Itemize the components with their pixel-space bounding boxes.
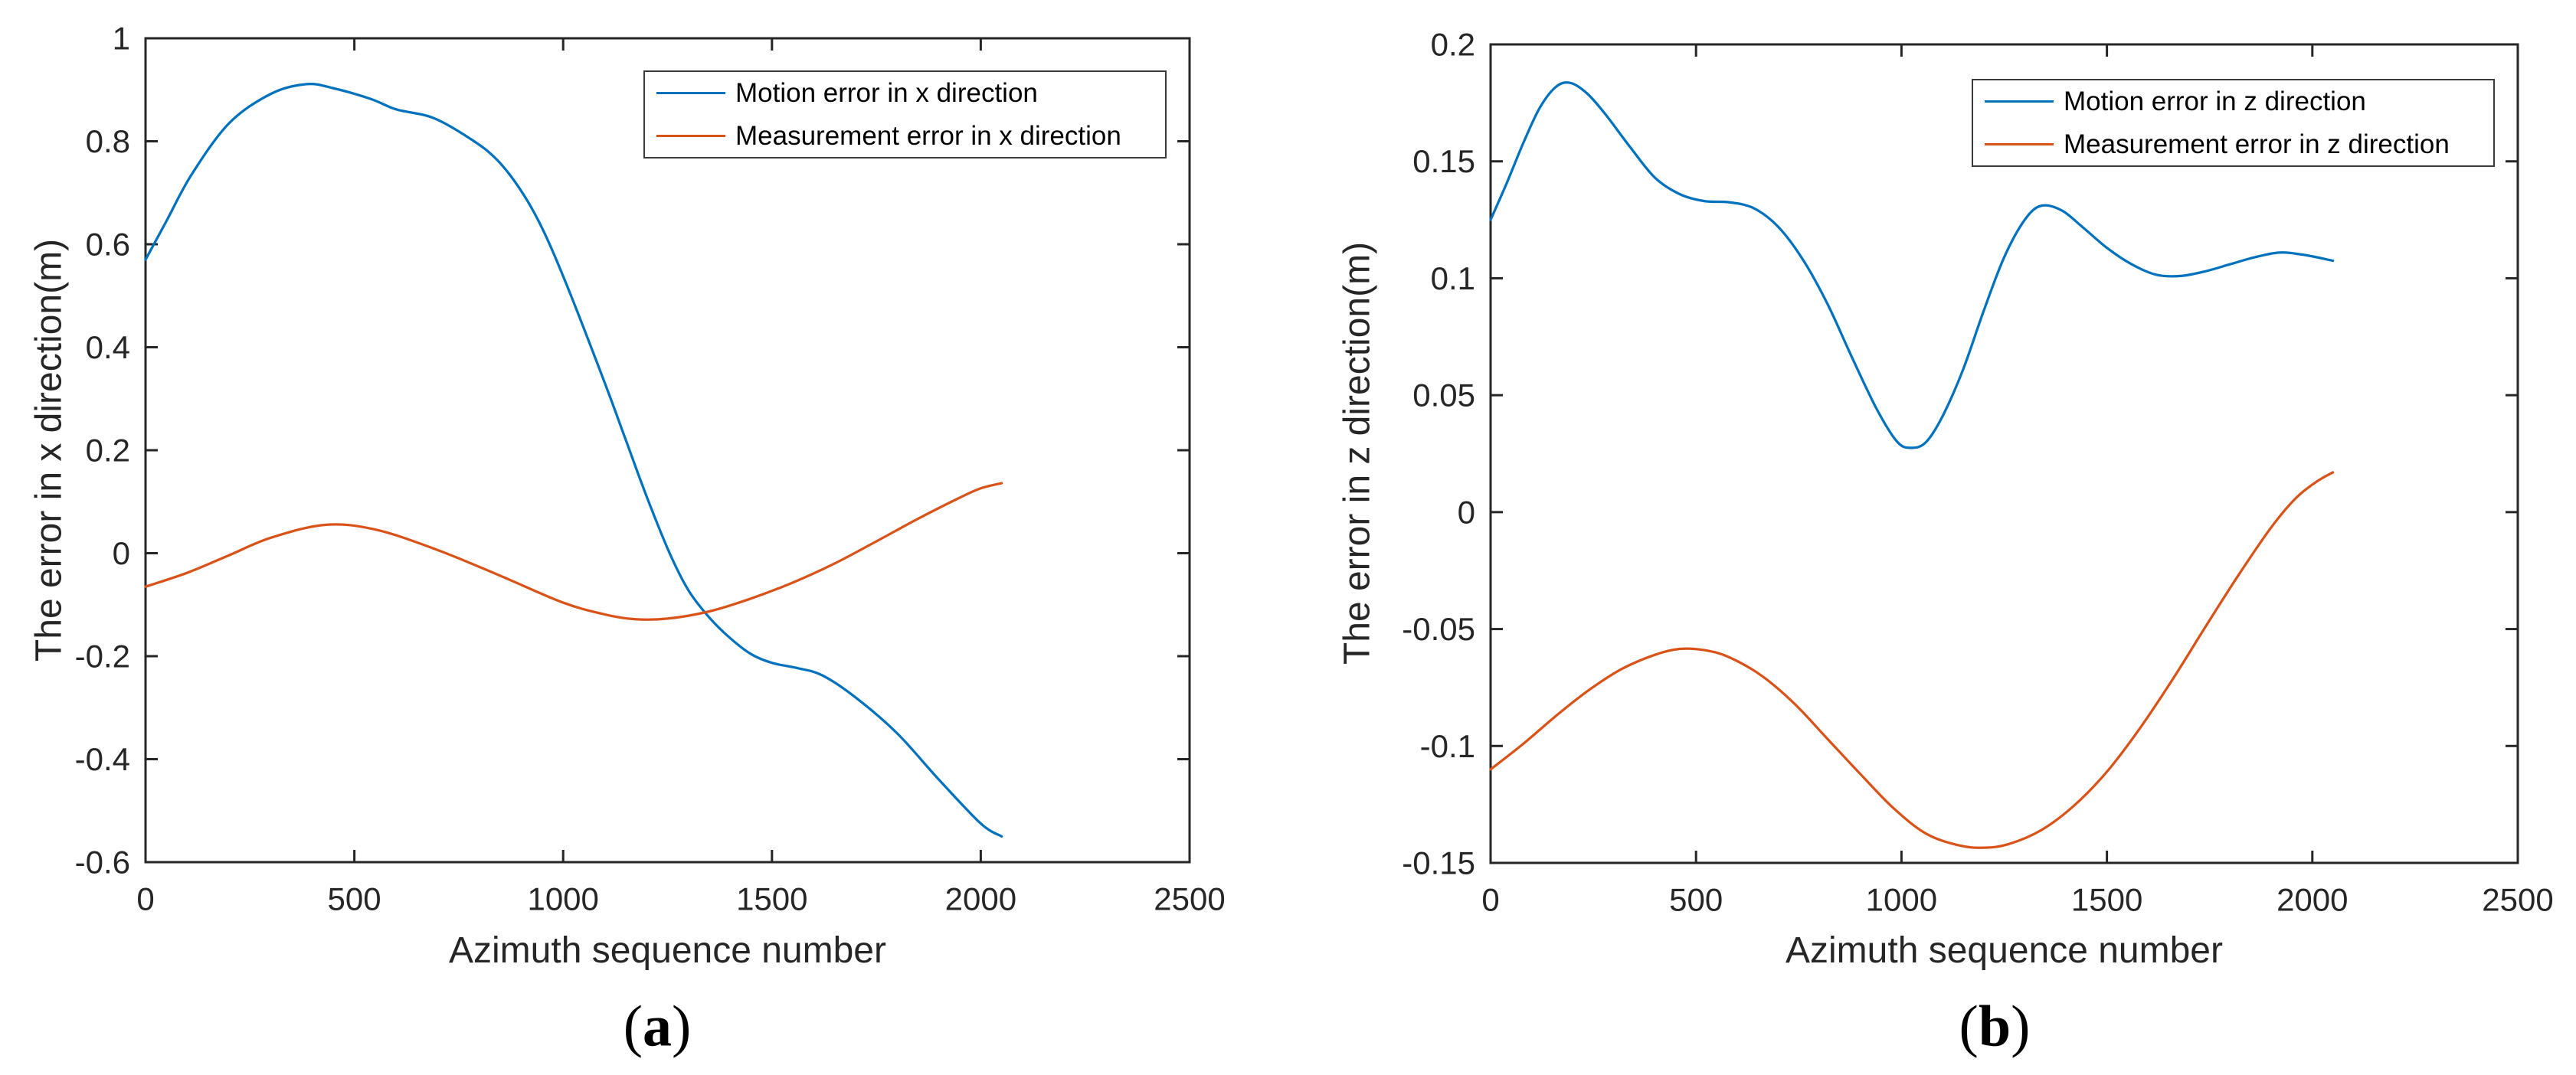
y-tick-label: -0.1: [1420, 728, 1475, 764]
subplot-label-a-letter: a: [643, 994, 672, 1059]
y-axis-label-b: The error in z direction(m): [1337, 241, 1378, 665]
y-tick-label: 0: [113, 535, 130, 571]
legend-label: Motion error in x direction: [735, 77, 1038, 108]
y-tick-label: 0.8: [86, 123, 130, 159]
plot-box-b: [1489, 43, 2519, 864]
legend-entry-measurement-x: Measurement error in x direction: [656, 121, 1165, 152]
x-tick-label: 1500: [736, 881, 807, 917]
y-axis-label-a: The error in x direction(m): [28, 238, 70, 662]
y-tick-label: 1: [113, 21, 130, 57]
x-tick-label: 500: [328, 881, 381, 917]
series-line-motion-b: [1489, 81, 2335, 449]
x-tick-label: 1000: [527, 881, 598, 917]
x-axis-label-b: Azimuth sequence number: [1786, 930, 2223, 971]
legend-line-sample-icon: [1985, 100, 2054, 103]
subplot-label-b-open: (: [1959, 994, 1979, 1059]
legend-line-sample-icon: [656, 135, 725, 137]
y-tick-label: 0: [1458, 494, 1475, 530]
legend-label: Measurement error in x direction: [735, 120, 1121, 151]
plot-panel-a: 0 500 1000 1500 2000 2500 -0.6 -0.4 -0.2 0 0.2 0.4 0…: [75, 21, 1226, 917]
legend-entry-motion-z: Motion error in z direction: [1985, 87, 2493, 117]
legend-line-sample-icon: [656, 92, 725, 94]
subplot-label-a-close: ): [672, 994, 692, 1059]
x-tick-label: 2000: [2277, 882, 2348, 918]
x-tick-label: 0: [1481, 882, 1499, 918]
series-line-measurement-b: [1489, 471, 2335, 849]
x-axis-label-a: Azimuth sequence number: [449, 930, 886, 971]
x-tick-label: 2500: [1154, 881, 1225, 917]
series-line-motion-a: [144, 82, 1003, 838]
x-tick-label: 500: [1669, 882, 1723, 918]
plot-box-a: [144, 37, 1191, 864]
y-tick-label: -0.6: [75, 845, 130, 881]
x-tick-label: 1500: [2071, 882, 2142, 918]
y-tick-label: -0.4: [75, 741, 130, 777]
x-tick-label: 1000: [1866, 882, 1937, 918]
y-tick-label: 0.1: [1431, 260, 1475, 296]
y-tick-label: 0.2: [86, 433, 130, 469]
plot-panel-b: 0 500 1000 1500 2000 2500 -0.15 -0.1 -0.05 0 0.05 0…: [1402, 27, 2553, 918]
legend-entry-measurement-z: Measurement error in z direction: [1985, 129, 2493, 160]
legend-label: Motion error in z direction: [2064, 86, 2366, 116]
y-tick-label: 0.15: [1412, 143, 1475, 179]
y-tick-label: -0.2: [75, 639, 130, 675]
y-tick-label: 0.2: [1431, 27, 1475, 63]
y-tick-label: 0.4: [86, 329, 130, 365]
legend-b: Motion error in z direction Measurement …: [1972, 79, 2495, 167]
legend-line-sample-icon: [1985, 143, 2054, 145]
subplot-label-b-close: ): [2011, 994, 2031, 1059]
legend-label: Measurement error in z direction: [2064, 129, 2450, 159]
subplot-label-b: (b): [1959, 994, 2031, 1060]
x-tick-label: 2000: [945, 881, 1016, 917]
subplot-label-a-open: (: [623, 994, 643, 1059]
subplot-label-b-letter: b: [1978, 994, 2011, 1059]
legend-entry-motion-x: Motion error in x direction: [656, 78, 1165, 109]
x-tick-label: 0: [136, 881, 154, 917]
y-tick-label: -0.05: [1402, 611, 1475, 647]
y-tick-label: 0.05: [1412, 377, 1475, 413]
x-tick-label: 2500: [2482, 882, 2553, 918]
legend-a: Motion error in x direction Measurement …: [643, 70, 1167, 158]
y-tick-label: -0.15: [1402, 845, 1475, 881]
series-line-measurement-a: [144, 482, 1003, 621]
subplot-label-a: (a): [624, 994, 692, 1060]
y-tick-label: 0.6: [86, 227, 130, 263]
